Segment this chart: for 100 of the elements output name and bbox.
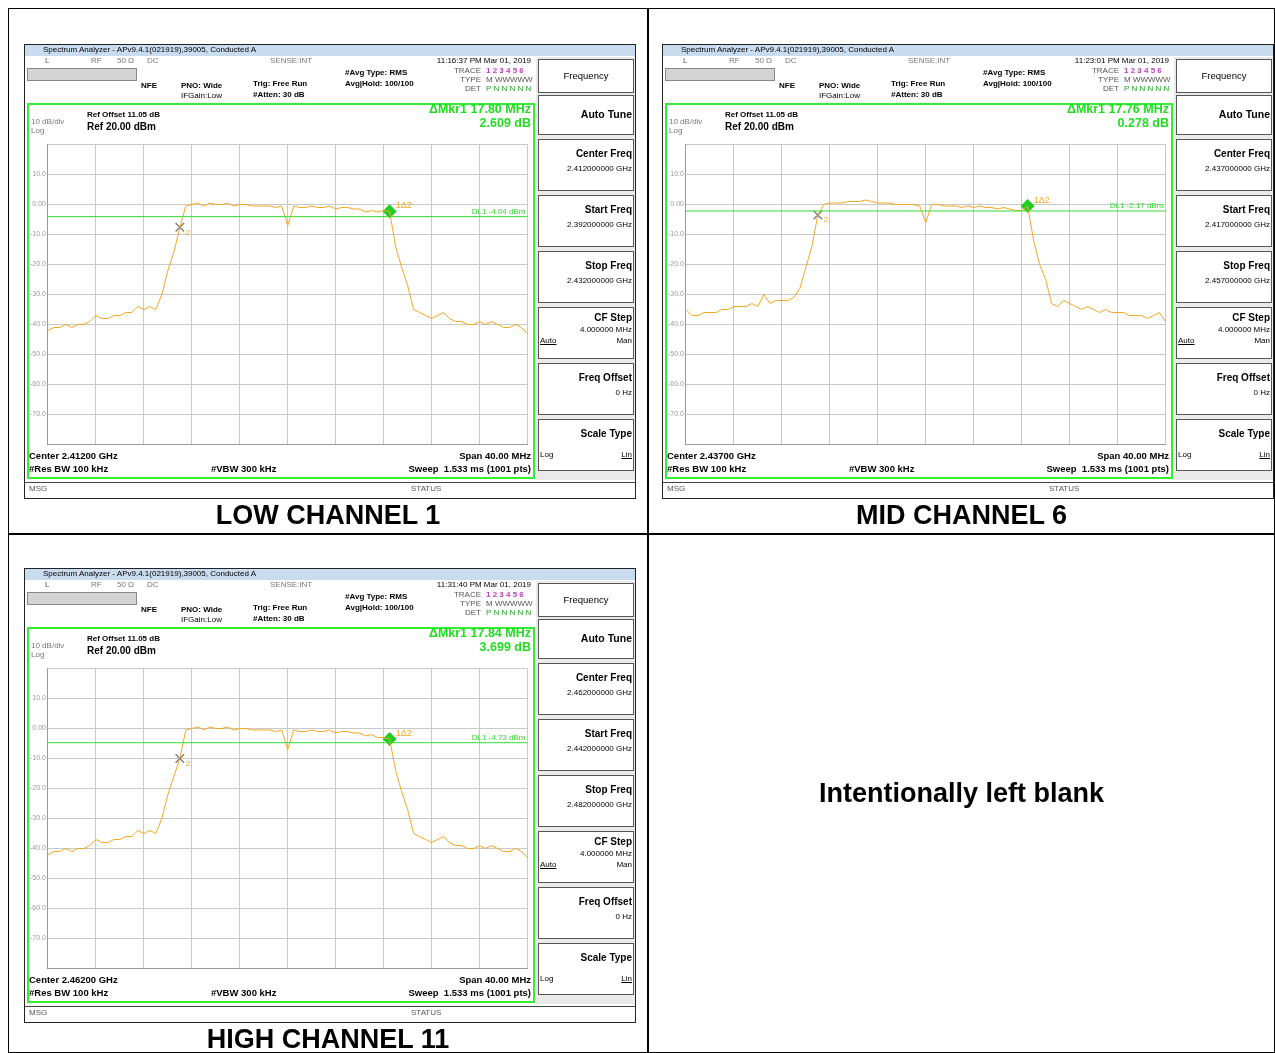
text: MSG <box>667 484 686 494</box>
text: 1 2 3 4 5 6 <box>486 590 524 600</box>
text: Scale Type <box>580 428 632 439</box>
text: P N N N N N <box>486 84 532 94</box>
text: Avg|Hold: 100/100 <box>345 79 414 89</box>
text: RF <box>91 580 102 590</box>
text: L <box>683 56 688 66</box>
text: Auto <box>1178 336 1195 345</box>
text: 4.000000 MHz <box>579 325 632 334</box>
text: #Avg Type: RMS <box>345 68 408 78</box>
text: 10 dB/div <box>31 641 65 651</box>
series-label: 2 <box>185 758 191 768</box>
text: 2.457000000 GHz <box>1205 276 1270 285</box>
text: Center Freq <box>575 672 632 683</box>
text: SENSE:INT <box>270 580 313 590</box>
text: 2.609 dB <box>479 116 531 131</box>
text: NFE <box>141 605 157 615</box>
text: Sweep 1.533 ms (1001 pts) <box>408 463 531 475</box>
text: CF Step <box>594 836 632 847</box>
text: 0 Hz <box>1253 388 1270 397</box>
text: NFE <box>141 81 157 91</box>
text: Trig: Free Run <box>891 79 946 89</box>
text: M WWWWW <box>486 599 533 609</box>
text: Log <box>540 974 554 983</box>
text: Center 2.46200 GHz <box>29 974 118 986</box>
text: Avg|Hold: 100/100 <box>345 603 414 613</box>
series-label: 2 <box>823 215 829 225</box>
text: Auto <box>540 336 557 345</box>
text: 50 Ω <box>117 580 135 590</box>
text: Center Freq <box>575 148 632 159</box>
text: Span 40.00 MHz <box>459 974 531 986</box>
text: 0.278 dB <box>1117 116 1169 131</box>
text: 1 2 3 4 5 6 <box>486 66 524 76</box>
text: Start Freq <box>584 728 632 739</box>
text: #VBW 300 kHz <box>849 463 915 475</box>
text: Ref Offset 11.05 dB <box>87 634 160 644</box>
text: Scale Type <box>1218 428 1270 439</box>
text: Log <box>31 650 45 660</box>
text: Spectrum Analyzer - APv9.4.1(021919),39005, Conducted A <box>43 569 257 579</box>
text: 4.000000 MHz <box>579 849 632 858</box>
text: Lin <box>621 974 632 983</box>
text: #VBW 300 kHz <box>211 463 277 475</box>
text: Auto Tune <box>580 108 632 120</box>
text: TRACE <box>453 66 481 76</box>
series-label: 1Δ2 <box>395 727 412 738</box>
text: Intentionally left blank <box>648 534 1275 1053</box>
text: Ref 20.00 dBm <box>725 121 794 132</box>
text: Ref Offset 11.05 dB <box>725 110 798 120</box>
text: 50 Ω <box>755 56 773 66</box>
text: 11:31:40 PM Mar 01, 2019 <box>436 580 531 590</box>
text: Stop Freq <box>1223 260 1270 271</box>
text: Auto <box>540 860 557 869</box>
text: Frequency <box>1200 70 1248 81</box>
text: CF Step <box>594 312 632 323</box>
text: Spectrum Analyzer - APv9.4.1(021919),39005, Conducted A <box>681 45 895 55</box>
text: ΔMkr1 17.84 MHz <box>428 626 531 641</box>
text: TRACE <box>1091 66 1119 76</box>
text: Stop Freq <box>585 260 632 271</box>
text: IFGain:Low <box>181 91 222 101</box>
text: Frequency <box>562 594 610 605</box>
text: Ref 20.00 dBm <box>87 121 156 132</box>
text: IFGain:Low <box>181 615 222 625</box>
text: Trig: Free Run <box>253 79 308 89</box>
ref-line-label: DL1 -4.73 dBm <box>471 732 526 742</box>
text: Trig: Free Run <box>253 603 308 613</box>
text: Spectrum Analyzer - APv9.4.1(021919),39005, Conducted A <box>43 45 257 55</box>
series-label: 1Δ2 <box>1033 194 1050 205</box>
text: STATUS <box>411 484 442 494</box>
text: STATUS <box>411 1008 442 1018</box>
text: 10 dB/div <box>669 117 703 127</box>
text: #Res BW 100 kHz <box>667 463 747 475</box>
text: IFGain:Low <box>819 91 860 101</box>
text: SENSE:INT <box>908 56 951 66</box>
text: Auto Tune <box>580 632 632 644</box>
text: 2.482000000 GHz <box>567 800 632 809</box>
text: TYPE <box>460 599 481 609</box>
text: Log <box>31 126 45 136</box>
text: #Avg Type: RMS <box>345 592 408 602</box>
text: MSG <box>29 484 48 494</box>
text: 2.412000000 GHz <box>567 164 632 173</box>
text: Ref Offset 11.05 dB <box>87 110 160 120</box>
text: 2.442000000 GHz <box>567 744 632 753</box>
text: 11:16:37 PM Mar 01, 2019 <box>436 56 531 66</box>
text: P N N N N N <box>486 608 532 618</box>
text: Center 2.43700 GHz <box>667 450 756 462</box>
text: DET <box>465 84 481 94</box>
text: Start Freq <box>1222 204 1270 215</box>
text: #Avg Type: RMS <box>983 68 1046 78</box>
text: Log <box>1178 450 1192 459</box>
text: 3.699 dB <box>479 640 531 655</box>
text: ΔMkr1 17.80 MHz <box>428 102 531 117</box>
text: CF Step <box>1232 312 1270 323</box>
text: DC <box>147 56 159 66</box>
text: RF <box>91 56 102 66</box>
text: L <box>45 56 50 66</box>
text: 1 2 3 4 5 6 <box>1124 66 1162 76</box>
text: 2.392000000 GHz <box>567 220 632 229</box>
text: Start Freq <box>584 204 632 215</box>
text: DC <box>785 56 797 66</box>
text: PNO: Wide <box>181 605 223 615</box>
